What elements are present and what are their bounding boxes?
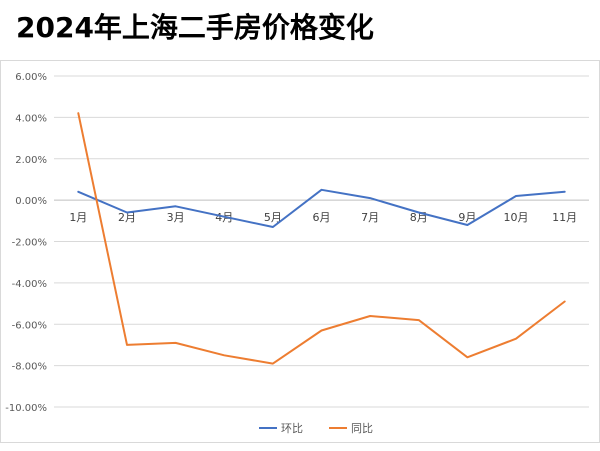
y-tick-label: -2.00%: [12, 238, 47, 249]
y-tick-label: -10.00%: [5, 403, 47, 414]
x-tick-label: 10月: [504, 211, 529, 224]
y-tick-label: 0.00%: [15, 196, 47, 207]
series-line-1: [77, 188, 566, 228]
y-tick-label: 2.00%: [15, 155, 47, 166]
x-tick-label: 11月: [552, 211, 577, 224]
y-tick-label: 6.00%: [15, 72, 47, 83]
x-tick-label: 1月: [69, 211, 87, 224]
line-chart: 6.00% 4.00% 2.00% 0.00% -2.00% -4.00% -6.00% -8…: [5, 72, 589, 435]
legend-label-2: 同比: [351, 422, 373, 435]
x-tick-label: 2月: [118, 211, 136, 224]
x-tick-label: 5月: [264, 211, 282, 224]
y-tick-label: -8.00%: [12, 362, 47, 373]
x-tick-label: 7月: [361, 211, 379, 224]
y-tick-label: 4.00%: [15, 113, 47, 124]
y-tick-label: -6.00%: [12, 320, 47, 331]
x-tick-label: 6月: [313, 211, 331, 224]
x-tick-label: 3月: [167, 211, 185, 224]
legend-label-1: 环比: [281, 422, 303, 435]
chart-area: 6.00% 4.00% 2.00% 0.00% -2.00% -4.00% -6.00% -8…: [0, 60, 600, 443]
y-tick-label: -4.00%: [12, 279, 47, 290]
chart-title: 2024年上海二手房价格变化: [16, 11, 374, 44]
x-tick-label: 9月: [458, 211, 476, 224]
series-line-2: [77, 112, 566, 365]
